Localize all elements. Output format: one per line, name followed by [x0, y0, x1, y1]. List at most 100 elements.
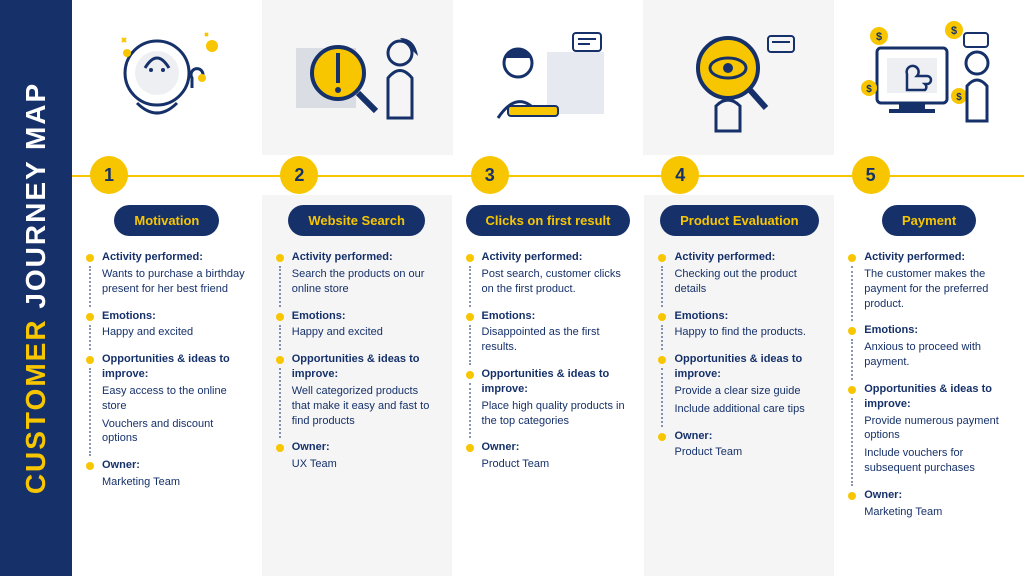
opportunities-heading: Opportunities & ideas to improve: [864, 382, 1010, 412]
activity-text: Checking out the product details [674, 267, 820, 297]
opportunity-text: Provide a clear size guide [674, 384, 820, 399]
activity-heading: Activity performed: [482, 250, 631, 265]
opportunity-text: Vouchers and discount options [102, 417, 248, 447]
stage-pill: Payment [882, 205, 976, 236]
owner-heading: Owner: [292, 440, 438, 455]
owner-section: Owner: Marketing Team [848, 488, 1010, 520]
owner-section: Owner: Product Team [466, 440, 631, 472]
emotions-heading: Emotions: [482, 309, 631, 324]
opportunity-text: Easy access to the online store [102, 384, 248, 414]
emotions-text: Anxious to proceed with payment. [864, 340, 1010, 370]
illustration-row: $ $ $ $ [72, 0, 1024, 155]
opportunity-text: Include additional care tips [674, 402, 820, 417]
opportunities-heading: Opportunities & ideas to improve: [292, 352, 438, 382]
title-word1: CUSTOMER [20, 318, 51, 494]
svg-text:$: $ [956, 92, 962, 103]
emotions-heading: Emotions: [864, 323, 1010, 338]
opportunities-section: Opportunities & ideas to improve: Provid… [658, 352, 820, 416]
stage-pill: Motivation [114, 205, 219, 236]
opportunities-heading: Opportunities & ideas to improve: [482, 367, 631, 397]
owner-text: Marketing Team [102, 475, 248, 490]
activity-text: The customer makes the payment for the p… [864, 267, 1010, 312]
owner-text: Product Team [674, 445, 820, 460]
activity-text: Wants to purchase a birthday present for… [102, 267, 248, 297]
illustration-search [262, 0, 452, 155]
emotions-section: Emotions: Happy and excited [86, 309, 248, 341]
activity-section: Activity performed: Wants to purchase a … [86, 250, 248, 297]
owner-section: Owner: Product Team [658, 429, 820, 461]
activity-heading: Activity performed: [674, 250, 820, 265]
timeline: 1 2 3 4 5 [72, 155, 1024, 195]
stage-pill: Clicks on first result [466, 205, 631, 236]
title-word2: JOURNEY MAP [20, 82, 51, 309]
activity-heading: Activity performed: [864, 250, 1010, 265]
emotions-section: Emotions: Happy and excited [276, 309, 438, 341]
activity-heading: Activity performed: [292, 250, 438, 265]
person-laptop-icon [478, 18, 618, 138]
illustration-motivation [72, 0, 262, 155]
emotions-section: Emotions: Disappointed as the first resu… [466, 309, 631, 356]
opportunity-text: Place high quality products in the top c… [482, 399, 631, 429]
illustration-evaluate [643, 0, 833, 155]
activity-text: Post search, customer clicks on the firs… [482, 267, 631, 297]
stage-col-2: Website Search Activity performed: Searc… [262, 195, 452, 576]
opportunity-text: Well categorized products that make it e… [292, 384, 438, 429]
stage-col-3: Clicks on first result Activity performe… [452, 195, 645, 576]
stage-pill: Product Evaluation [660, 205, 818, 236]
opportunities-heading: Opportunities & ideas to improve: [102, 352, 248, 382]
emotions-text: Disappointed as the first results. [482, 325, 631, 355]
owner-text: UX Team [292, 457, 438, 472]
emotions-text: Happy to find the products. [674, 325, 820, 340]
activity-section: Activity performed: Search the products … [276, 250, 438, 297]
owner-heading: Owner: [864, 488, 1010, 503]
illustration-click [453, 0, 643, 155]
emotions-heading: Emotions: [292, 309, 438, 324]
astronaut-icon [97, 18, 237, 138]
opportunities-section: Opportunities & ideas to improve: Well c… [276, 352, 438, 428]
owner-heading: Owner: [674, 429, 820, 444]
emotions-text: Happy and excited [292, 325, 438, 340]
title-sidebar: CUSTOMER JOURNEY MAP [0, 0, 72, 576]
activity-heading: Activity performed: [102, 250, 248, 265]
owner-heading: Owner: [102, 458, 248, 473]
owner-section: Owner: Marketing Team [86, 458, 248, 490]
opportunities-section: Opportunities & ideas to improve: Place … [466, 367, 631, 428]
activity-section: Activity performed: Checking out the pro… [658, 250, 820, 297]
emotions-heading: Emotions: [102, 309, 248, 324]
stage-number-2: 2 [280, 156, 318, 194]
stage-number-4: 4 [661, 156, 699, 194]
payment-thumbsup-icon: $ $ $ $ [859, 18, 999, 138]
owner-section: Owner: UX Team [276, 440, 438, 472]
eye-magnifier-icon [668, 18, 808, 138]
svg-text:$: $ [866, 84, 872, 95]
activity-section: Activity performed: The customer makes t… [848, 250, 1010, 311]
opportunities-section: Opportunities & ideas to improve: Easy a… [86, 352, 248, 446]
page-title: CUSTOMER JOURNEY MAP [20, 82, 52, 494]
opportunity-text: Include vouchers for subsequent purchase… [864, 446, 1010, 476]
main-area: $ $ $ $ 1 2 3 4 5 Motivation Activity pe… [72, 0, 1024, 576]
stage-number-1: 1 [90, 156, 128, 194]
owner-text: Product Team [482, 457, 631, 472]
activity-section: Activity performed: Post search, custome… [466, 250, 631, 297]
stage-col-5: Payment Activity performed: The customer… [834, 195, 1024, 576]
svg-text:$: $ [876, 31, 882, 43]
emotions-section: Emotions: Anxious to proceed with paymen… [848, 323, 1010, 370]
opportunities-section: Opportunities & ideas to improve: Provid… [848, 382, 1010, 476]
owner-text: Marketing Team [864, 505, 1010, 520]
content-row: Motivation Activity performed: Wants to … [72, 195, 1024, 576]
illustration-payment: $ $ $ $ [834, 0, 1024, 155]
activity-text: Search the products on our online store [292, 267, 438, 297]
emotions-section: Emotions: Happy to find the products. [658, 309, 820, 341]
stage-number-5: 5 [852, 156, 890, 194]
stage-col-4: Product Evaluation Activity performed: C… [644, 195, 834, 576]
stage-number-3: 3 [471, 156, 509, 194]
magnifier-person-icon [288, 18, 428, 138]
opportunities-heading: Opportunities & ideas to improve: [674, 352, 820, 382]
emotions-heading: Emotions: [674, 309, 820, 324]
stage-pill: Website Search [288, 205, 425, 236]
svg-text:$: $ [951, 25, 957, 37]
opportunity-text: Provide numerous payment options [864, 414, 1010, 444]
owner-heading: Owner: [482, 440, 631, 455]
emotions-text: Happy and excited [102, 325, 248, 340]
stage-col-1: Motivation Activity performed: Wants to … [72, 195, 262, 576]
